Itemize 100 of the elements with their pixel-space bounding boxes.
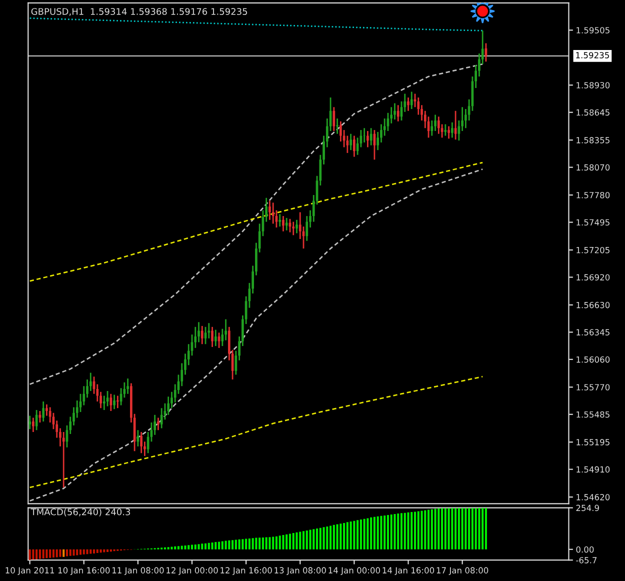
- candlestick: [278, 213, 282, 228]
- bar: [282, 535, 284, 550]
- y-tick-label: 1.58070: [576, 164, 610, 171]
- bar: [414, 512, 416, 550]
- bar: [245, 538, 248, 550]
- bar: [296, 532, 298, 550]
- bar: [62, 549, 65, 557]
- bar: [299, 532, 302, 550]
- candlestick: [32, 417, 34, 433]
- bar: [438, 508, 440, 550]
- bar: [255, 538, 258, 550]
- bar: [326, 526, 328, 550]
- bar: [340, 524, 342, 550]
- y-tick-label: 1.58645: [576, 109, 610, 116]
- x-tick-label: 14 Jan 00:00: [328, 567, 380, 576]
- y-tick-label: 1.56345: [576, 329, 610, 336]
- y-tick-label: 1.55195: [576, 439, 610, 446]
- bar: [360, 520, 362, 550]
- candlestick: [332, 106, 336, 132]
- bar: [322, 527, 325, 550]
- bar: [363, 518, 366, 550]
- bar: [386, 514, 389, 550]
- bar: [32, 549, 34, 560]
- bar: [454, 508, 457, 550]
- bar: [106, 549, 109, 552]
- bar: [272, 536, 274, 550]
- bar: [221, 541, 224, 550]
- candlestick: [363, 127, 366, 144]
- y-tick-label: 1.59505: [576, 27, 610, 34]
- text: GBPUSD,H1 1.59314 1.59368 1.59176 1.59235: [31, 8, 248, 16]
- bar: [394, 514, 396, 550]
- bar: [316, 528, 318, 550]
- bar: [174, 546, 176, 550]
- candlestick: [200, 325, 204, 345]
- bar: [170, 546, 173, 550]
- bar: [353, 520, 356, 550]
- bar: [52, 549, 54, 558]
- bar: [224, 540, 227, 550]
- bar: [373, 516, 376, 550]
- candlestick: [394, 102, 396, 120]
- candlestick: [126, 378, 129, 395]
- bar: [306, 530, 308, 550]
- y-tick-label: 1.55485: [576, 411, 610, 418]
- bar: [302, 531, 305, 550]
- bar: [410, 512, 413, 550]
- x-tick-label: 10 Jan 16:00: [58, 567, 110, 576]
- bar: [404, 512, 406, 550]
- bar: [484, 508, 487, 550]
- candlestick: [450, 122, 454, 138]
- x-tick-label: 14 Jan 16:00: [382, 567, 434, 576]
- candlestick: [370, 127, 372, 146]
- bar: [275, 536, 278, 550]
- bar: [441, 508, 444, 550]
- bar: [103, 549, 106, 552]
- candlestick: [268, 200, 271, 221]
- candlestick: [292, 221, 295, 236]
- candlestick: [42, 400, 45, 422]
- bar: [444, 508, 446, 550]
- y-tick-label: 0.00: [576, 546, 594, 553]
- candlestick: [410, 91, 413, 110]
- candlestick: [407, 96, 410, 112]
- bar: [343, 522, 346, 550]
- bar: [474, 508, 477, 550]
- bar: [198, 544, 200, 550]
- candlestick: [35, 409, 38, 431]
- bar: [69, 549, 72, 556]
- bar: [380, 516, 382, 550]
- candlestick: [157, 417, 160, 431]
- x-tick-label: 17 Jan 08:00: [436, 567, 488, 576]
- line-series: [29, 18, 484, 32]
- bar: [330, 526, 332, 550]
- candlestick: [336, 118, 338, 135]
- bar: [478, 508, 480, 550]
- bar: [384, 515, 386, 550]
- y-tick-label: 1.57780: [576, 192, 610, 198]
- bar: [434, 508, 436, 550]
- bar: [38, 549, 41, 559]
- y-tick-label: 1.56630: [576, 302, 610, 308]
- bar: [86, 549, 88, 554]
- ref-line-label: 1.59235: [576, 52, 609, 58]
- bar: [218, 542, 220, 550]
- candlestick: [214, 329, 217, 347]
- line-series: [29, 162, 484, 282]
- bar: [177, 546, 180, 550]
- bar: [82, 549, 85, 554]
- bar: [232, 540, 234, 550]
- bar: [79, 549, 82, 555]
- bar: [428, 510, 430, 550]
- bar: [208, 542, 210, 550]
- line-series: [29, 168, 484, 502]
- bar: [184, 545, 186, 550]
- bar: [407, 512, 410, 550]
- bar: [248, 538, 250, 550]
- bar: [265, 537, 268, 550]
- bar: [268, 537, 271, 550]
- bar: [238, 539, 240, 550]
- y-tick-label: 1.58930: [576, 82, 610, 88]
- bar: [194, 544, 196, 550]
- bar: [180, 546, 183, 550]
- bar: [482, 508, 484, 550]
